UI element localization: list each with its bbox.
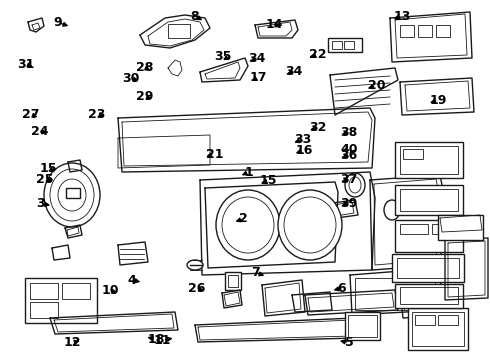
Text: 12: 12 bbox=[64, 336, 81, 349]
Text: 5: 5 bbox=[344, 336, 353, 349]
Ellipse shape bbox=[278, 190, 342, 260]
Text: 3: 3 bbox=[36, 197, 45, 210]
Text: 31: 31 bbox=[17, 58, 34, 71]
Bar bbox=[395, 284, 463, 308]
Ellipse shape bbox=[345, 173, 365, 197]
Text: 9: 9 bbox=[53, 16, 62, 29]
Text: 7: 7 bbox=[251, 266, 260, 279]
Text: 33: 33 bbox=[294, 133, 312, 146]
Bar bbox=[400, 287, 458, 304]
Bar bbox=[392, 254, 464, 282]
Bar bbox=[30, 302, 58, 318]
Bar bbox=[168, 24, 190, 38]
Bar bbox=[397, 258, 459, 278]
Text: 26: 26 bbox=[188, 282, 206, 295]
Bar bbox=[438, 315, 458, 325]
Bar bbox=[30, 283, 58, 299]
Ellipse shape bbox=[216, 190, 280, 260]
Text: 23: 23 bbox=[88, 108, 106, 121]
Bar bbox=[228, 275, 238, 287]
Text: 4: 4 bbox=[128, 274, 137, 287]
Bar bbox=[345, 312, 380, 340]
Bar bbox=[408, 308, 468, 350]
Ellipse shape bbox=[44, 163, 100, 227]
Text: 18: 18 bbox=[147, 333, 165, 346]
Text: 14: 14 bbox=[266, 18, 283, 31]
Bar bbox=[412, 312, 464, 346]
Bar bbox=[66, 188, 80, 198]
Text: 32: 32 bbox=[309, 121, 326, 134]
Bar bbox=[348, 315, 377, 337]
Bar bbox=[62, 283, 90, 299]
Text: 24: 24 bbox=[31, 125, 49, 138]
Text: 35: 35 bbox=[214, 50, 232, 63]
Bar bbox=[404, 292, 452, 310]
Text: 27: 27 bbox=[22, 108, 39, 121]
Text: 2: 2 bbox=[239, 212, 248, 225]
Bar bbox=[328, 38, 362, 52]
Bar bbox=[395, 220, 463, 252]
Bar bbox=[400, 224, 428, 234]
Text: 6: 6 bbox=[338, 282, 346, 294]
Text: 1: 1 bbox=[245, 166, 253, 179]
Bar bbox=[332, 41, 342, 49]
Bar bbox=[225, 272, 241, 290]
Text: 13: 13 bbox=[393, 10, 411, 23]
Ellipse shape bbox=[284, 197, 336, 253]
Text: 16: 16 bbox=[295, 144, 313, 157]
Text: 15: 15 bbox=[260, 174, 277, 187]
Bar bbox=[400, 25, 414, 37]
Ellipse shape bbox=[50, 169, 94, 221]
Text: 37: 37 bbox=[340, 173, 358, 186]
Text: 11: 11 bbox=[154, 334, 172, 347]
Bar bbox=[438, 215, 483, 240]
Text: 34: 34 bbox=[285, 65, 303, 78]
Text: 29: 29 bbox=[136, 90, 153, 103]
Bar bbox=[355, 278, 435, 310]
Ellipse shape bbox=[187, 260, 203, 270]
Text: 8: 8 bbox=[191, 10, 199, 23]
Ellipse shape bbox=[384, 200, 400, 220]
Text: 22: 22 bbox=[309, 48, 326, 61]
Text: 17: 17 bbox=[250, 71, 268, 84]
Bar bbox=[432, 224, 460, 234]
Text: 39: 39 bbox=[340, 197, 358, 210]
Text: 25: 25 bbox=[36, 173, 54, 186]
Text: 34: 34 bbox=[248, 52, 266, 65]
Bar bbox=[25, 278, 97, 323]
Text: 10: 10 bbox=[101, 284, 119, 297]
Bar bbox=[400, 189, 458, 211]
Text: 19: 19 bbox=[430, 94, 447, 107]
Bar bbox=[436, 25, 450, 37]
Text: 38: 38 bbox=[340, 126, 358, 139]
Text: 30: 30 bbox=[122, 72, 140, 85]
Text: 21: 21 bbox=[206, 148, 223, 161]
Bar bbox=[344, 41, 354, 49]
Bar bbox=[395, 185, 463, 215]
Bar bbox=[403, 149, 423, 159]
Text: 36: 36 bbox=[340, 149, 358, 162]
Bar bbox=[418, 25, 432, 37]
Bar bbox=[395, 142, 463, 178]
Text: 20: 20 bbox=[368, 79, 385, 92]
Ellipse shape bbox=[222, 197, 274, 253]
Text: 28: 28 bbox=[136, 61, 153, 74]
Ellipse shape bbox=[349, 177, 361, 193]
Text: 40: 40 bbox=[340, 143, 358, 156]
Bar bbox=[400, 146, 458, 174]
Ellipse shape bbox=[58, 179, 86, 211]
Bar bbox=[415, 315, 435, 325]
Text: 15: 15 bbox=[39, 162, 57, 175]
